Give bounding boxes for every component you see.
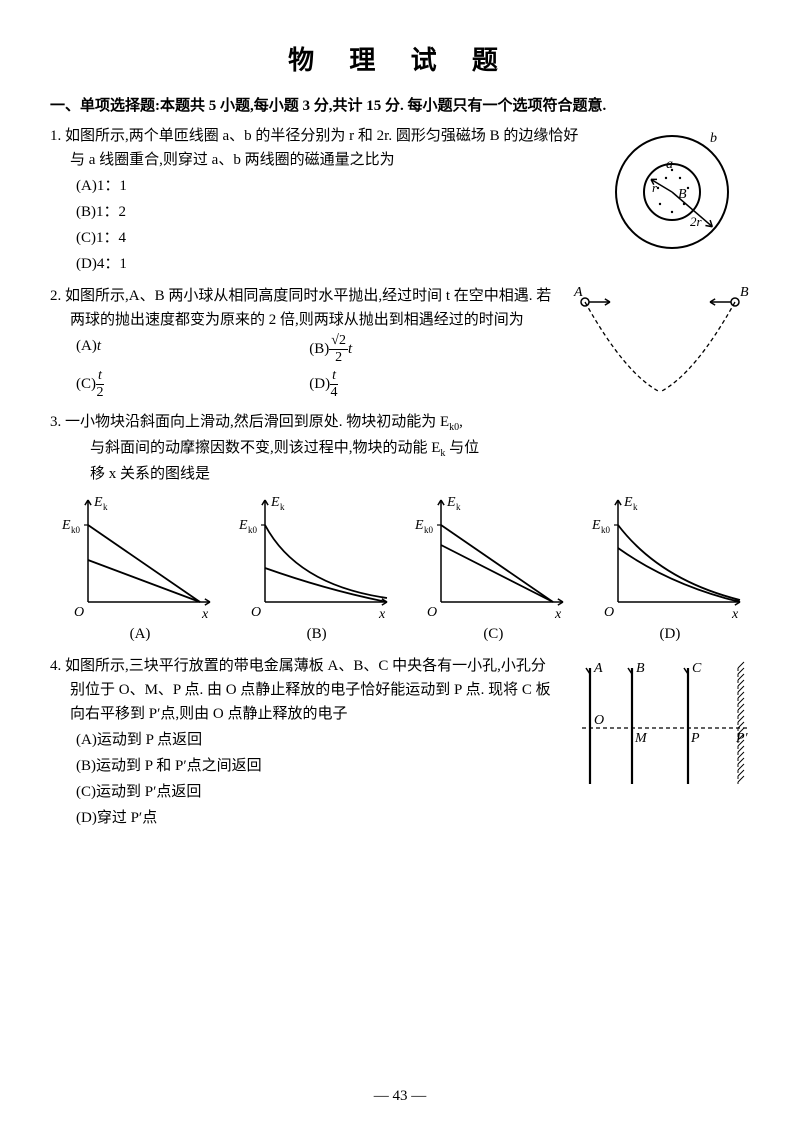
question-3: 3. 一小物块沿斜面向上滑动,然后滑回到原处. 物块初动能为 Ek0, 与斜面间… (50, 410, 750, 646)
svg-text:A: A (593, 661, 603, 676)
svg-text:P: P (690, 731, 700, 746)
svg-text:E: E (93, 495, 103, 510)
svg-text:k: k (456, 502, 461, 512)
page-number: — 43 — (0, 1084, 800, 1108)
svg-text:k: k (103, 502, 108, 512)
svg-text:E: E (61, 518, 71, 533)
svg-text:b: b (710, 131, 717, 146)
svg-text:O: O (594, 713, 604, 728)
q3-graph-a: EkEk0Ox (60, 490, 220, 620)
svg-text:x: x (378, 607, 386, 620)
svg-text:E: E (623, 495, 633, 510)
q2-option-d: (D)t4 (309, 369, 542, 400)
q4-option-d: (D)穿过 P′点 (76, 806, 750, 830)
svg-text:E: E (238, 518, 248, 533)
svg-text:E: E (591, 518, 601, 533)
q3-graphs: EkEk0Ox EkEk0Ox EkEk0Ox EkEk0Ox (60, 490, 750, 620)
svg-text:B: B (678, 187, 687, 202)
svg-text:k0: k0 (71, 525, 81, 535)
q2-option-b: (B)√22t (309, 334, 542, 365)
svg-text:a: a (666, 157, 673, 172)
svg-text:P′: P′ (735, 731, 749, 746)
q3-text: 3. 一小物块沿斜面向上滑动,然后滑回到原处. 物块初动能为 Ek0, 与斜面间… (50, 410, 750, 486)
q4-figure: A B C O M P P′ (560, 654, 750, 794)
svg-text:O: O (427, 605, 437, 620)
question-4: ABCOMPP′ 4. 如图所示,三块平行放置的带电金属薄板 A、B、C 中央各… (50, 654, 750, 832)
q3-graph-d: EkEk0Ox (590, 490, 750, 620)
q3-option-c: (C) (413, 622, 573, 646)
q3-graph-b: EkEk0Ox (237, 490, 397, 620)
q2-options: (A)t (B)√22t (C)t2 (D)t4 (50, 332, 562, 402)
q2-figure: AB (570, 284, 750, 394)
svg-text:k: k (633, 502, 638, 512)
svg-text:O: O (74, 605, 84, 620)
svg-text:O: O (604, 605, 614, 620)
q1-figure: barB2r (600, 124, 750, 274)
q2-option-a: (A)t (76, 334, 309, 365)
svg-text:E: E (446, 495, 456, 510)
svg-text:x: x (201, 607, 209, 620)
svg-text:2r: 2r (690, 214, 703, 229)
q2-option-c: (C)t2 (76, 369, 309, 400)
svg-text:B: B (636, 661, 645, 676)
svg-text:O: O (251, 605, 261, 620)
svg-text:E: E (270, 495, 280, 510)
svg-text:k0: k0 (424, 525, 434, 535)
question-2: AB 2. 如图所示,A、B 两小球从相同高度同时水平抛出,经过时间 t 在空中… (50, 284, 750, 402)
svg-text:x: x (731, 607, 739, 620)
svg-text:A: A (573, 285, 583, 300)
svg-text:k0: k0 (601, 525, 611, 535)
svg-text:x: x (554, 607, 562, 620)
svg-text:M: M (634, 731, 648, 746)
q3-option-b: (B) (237, 622, 397, 646)
section-heading: 一、单项选择题:本题共 5 小题,每小题 3 分,共计 15 分. 每小题只有一… (50, 94, 750, 118)
q3-option-labels: (A) (B) (C) (D) (60, 622, 750, 646)
svg-text:B: B (740, 285, 749, 300)
q3-graph-c: EkEk0Ox (413, 490, 573, 620)
question-1: barB2r 1. 如图所示,两个单匝线圈 a、b 的半径分别为 r 和 2r.… (50, 124, 750, 276)
svg-text:k0: k0 (248, 525, 258, 535)
q3-option-a: (A) (60, 622, 220, 646)
svg-text:k: k (280, 502, 285, 512)
q3-option-d: (D) (590, 622, 750, 646)
page-title: 物 理 试 题 (50, 40, 750, 82)
svg-text:E: E (414, 518, 424, 533)
svg-text:C: C (692, 661, 702, 676)
